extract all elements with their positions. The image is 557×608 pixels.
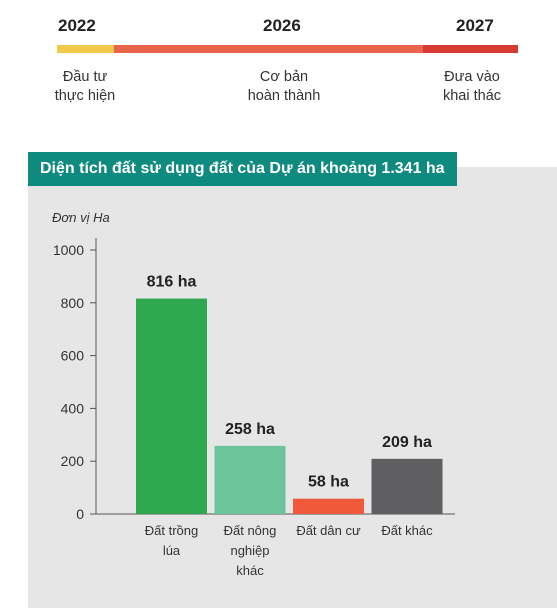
bar-1 xyxy=(136,298,207,514)
category-label-1: lúa xyxy=(163,543,181,558)
bar-data-label-4: 209 ha xyxy=(382,434,432,451)
timeline-year-middle: 2026 xyxy=(263,16,301,35)
timeline-label-middle-line-1: Cơ bản xyxy=(259,69,309,85)
category-label-3: Đất dân cư xyxy=(296,523,361,538)
y-tick-label: 200 xyxy=(61,453,85,469)
timeline-segment-construction xyxy=(114,45,423,53)
y-tick-label: 1000 xyxy=(53,242,84,258)
timeline-label-middle-line-2: hoàn thành xyxy=(247,88,321,104)
timeline-year-start: 2022 xyxy=(58,16,96,35)
chart-title: Diện tích đất sử dụng đất của Dự án khoả… xyxy=(28,152,457,186)
category-labels: Đất trồng lúa Đất nông nghiệp khác Đất dân cư… xyxy=(145,523,433,578)
timeline-label-end: Đưa vào khai thác xyxy=(412,68,532,106)
bar-4 xyxy=(371,458,443,514)
bar-3 xyxy=(293,498,364,514)
timeline-year-end: 2027 xyxy=(456,16,494,35)
category-label-2: khác xyxy=(236,563,264,578)
y-axis-ticks: 0 200 400 600 800 1000 xyxy=(53,242,96,522)
bar-data-label-3: 58 ha xyxy=(308,474,349,491)
bar-data-labels: 816 ha 258 ha 58 ha 209 ha xyxy=(147,274,432,491)
project-timeline: 2022 2026 2027 Đầu tư thực hiện Cơ bản h… xyxy=(0,0,557,120)
timeline-label-start-line-1: Đầu tư xyxy=(62,69,108,85)
category-label-2: nghiệp xyxy=(230,543,269,558)
timeline-label-middle: Cơ bản hoàn thành xyxy=(224,68,344,106)
timeline-segment-investment xyxy=(57,45,114,53)
bars xyxy=(136,298,443,514)
bar-data-label-2: 258 ha xyxy=(225,421,275,438)
y-tick-label: 800 xyxy=(61,295,85,311)
timeline-label-start-line-2: thực hiện xyxy=(54,88,116,104)
bar-2 xyxy=(214,445,286,514)
y-tick-label: 400 xyxy=(61,400,85,416)
category-label-4: Đất khác xyxy=(381,523,433,538)
timeline-label-end-line-1: Đưa vào xyxy=(444,69,500,85)
y-tick-label: 0 xyxy=(76,506,84,522)
timeline-label-end-line-2: khai thác xyxy=(442,88,502,104)
category-label-2: Đất nông xyxy=(224,523,277,538)
category-label-1: Đất trồng xyxy=(145,523,198,538)
y-tick-label: 600 xyxy=(61,348,85,364)
bar-data-label-1: 816 ha xyxy=(147,274,197,291)
timeline-label-start: Đầu tư thực hiện xyxy=(25,68,145,106)
chart-panel xyxy=(28,167,557,608)
timeline-segment-operation xyxy=(423,45,518,53)
y-axis-unit-label: Đơn vị Ha xyxy=(52,210,110,225)
